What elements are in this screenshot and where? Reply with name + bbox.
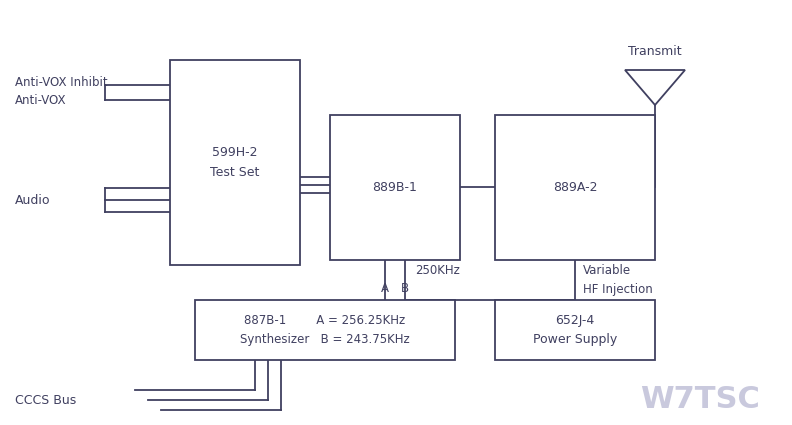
Text: 652J-4
Power Supply: 652J-4 Power Supply: [533, 314, 617, 346]
FancyBboxPatch shape: [170, 60, 300, 265]
Text: CCCS Bus: CCCS Bus: [15, 394, 76, 406]
Text: Anti-VOX Inhibit: Anti-VOX Inhibit: [15, 76, 108, 88]
Text: 887B-1        A = 256.25KHz
Synthesizer   B = 243.75KHz: 887B-1 A = 256.25KHz Synthesizer B = 243…: [240, 314, 410, 346]
Text: 250KHz: 250KHz: [415, 264, 460, 277]
Text: 599H-2
Test Set: 599H-2 Test Set: [211, 147, 260, 178]
FancyBboxPatch shape: [495, 300, 655, 360]
Text: W7TSC: W7TSC: [640, 385, 760, 414]
FancyBboxPatch shape: [195, 300, 455, 360]
Text: Variable
HF Injection: Variable HF Injection: [583, 264, 653, 295]
Text: 889B-1: 889B-1: [372, 181, 417, 194]
Text: 889A-2: 889A-2: [553, 181, 597, 194]
FancyBboxPatch shape: [330, 115, 460, 260]
Text: Anti-VOX: Anti-VOX: [15, 94, 67, 107]
Text: Audio: Audio: [15, 193, 51, 207]
Text: Transmit: Transmit: [628, 45, 682, 58]
FancyBboxPatch shape: [495, 115, 655, 260]
Text: B: B: [401, 282, 409, 295]
Text: A: A: [381, 282, 389, 295]
